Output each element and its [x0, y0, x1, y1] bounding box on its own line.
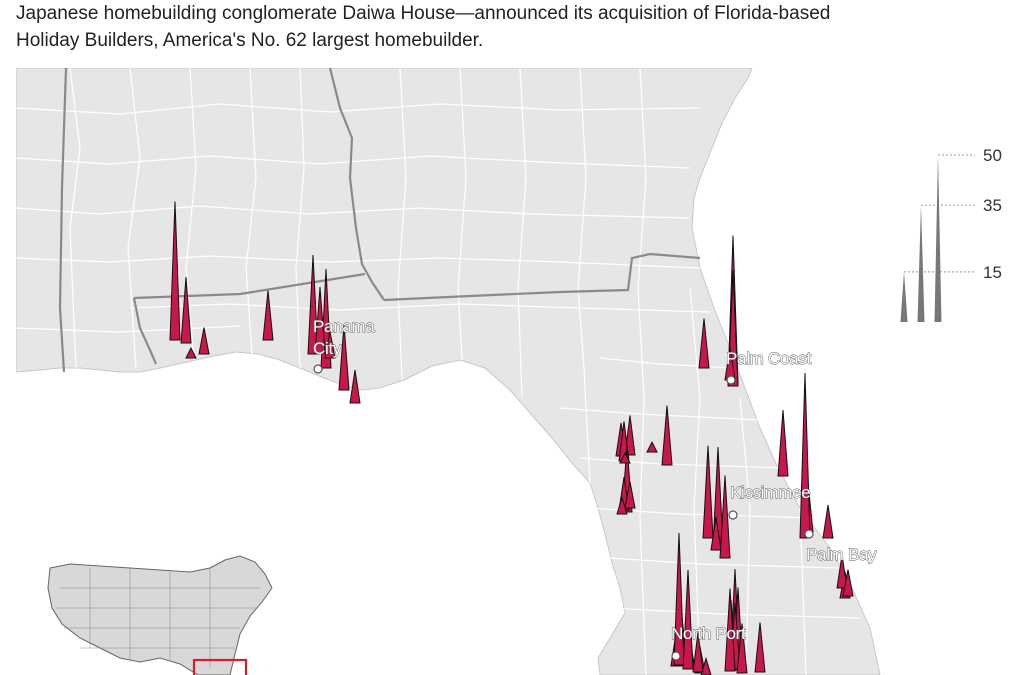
city-palm-bay: Palm Bay — [804, 529, 878, 564]
city-marker — [671, 651, 681, 661]
legend-label: 15 — [983, 263, 1002, 282]
state-borders — [58, 68, 701, 373]
data-spike — [180, 276, 192, 344]
data-spike — [619, 451, 631, 464]
legend-spike — [900, 271, 908, 322]
legend-label: 50 — [983, 146, 1002, 165]
data-spike — [169, 201, 181, 341]
data-spike — [624, 415, 636, 456]
legend-spike — [917, 205, 925, 322]
city-label: Palm Bay — [806, 545, 877, 564]
caption-line-1: Japanese homebuilding conglomerate Daiwa… — [16, 3, 831, 24]
city-label: Palm Coast — [726, 349, 811, 368]
data-spike — [307, 254, 319, 355]
city-palm-coast: Palm Coast — [726, 349, 812, 385]
data-spike — [324, 331, 336, 359]
data-spike — [624, 481, 636, 509]
data-spike — [692, 632, 704, 673]
spike-size-legend: 15 35 50 — [900, 146, 1002, 322]
inset-highlight-box — [192, 658, 248, 675]
data-spike — [710, 516, 722, 551]
data-spike — [702, 445, 714, 539]
city-label: Kissimmee — [730, 483, 810, 502]
city-marker — [804, 529, 814, 539]
caption-line-2: Holiday Builders, America's No. 62 large… — [16, 30, 484, 51]
data-spike — [700, 656, 712, 675]
data-spike — [262, 290, 274, 341]
florida-spike-map: Panama City Palm Coast Kissimmee Palm Ba… — [16, 68, 1002, 675]
data-spike — [777, 409, 789, 477]
data-spike — [799, 372, 811, 539]
usa-inset-map — [47, 555, 273, 675]
data-spike — [719, 475, 731, 559]
legend-label: 35 — [983, 196, 1002, 215]
data-spike — [673, 532, 685, 666]
data-spike — [185, 346, 197, 359]
city-north-port: North Port — [671, 624, 747, 661]
data-spike — [842, 569, 854, 597]
data-spike — [198, 327, 210, 355]
data-spike — [338, 323, 350, 391]
city-marker — [313, 364, 323, 374]
data-spike — [616, 495, 628, 515]
city-marker — [726, 375, 736, 385]
data-spike — [836, 554, 848, 589]
city-marker — [728, 510, 738, 520]
data-spike — [736, 623, 748, 674]
data-spike — [754, 622, 766, 673]
city-label: North Port — [671, 624, 746, 643]
data-spike — [646, 440, 658, 453]
spike-layer — [169, 201, 854, 675]
data-spike — [682, 569, 694, 670]
city-label: Panama — [313, 317, 375, 336]
data-spike — [822, 504, 834, 539]
data-spike — [724, 588, 736, 672]
data-spike — [698, 318, 710, 369]
data-spike — [349, 369, 361, 404]
data-spike — [314, 286, 326, 354]
legend-spike — [934, 155, 942, 322]
city-kissimmee: Kissimmee — [728, 483, 811, 520]
data-spike — [661, 405, 673, 466]
map-caption: Japanese homebuilding conglomerate Daiwa… — [16, 0, 1016, 54]
city-panama-city: Panama City — [313, 317, 376, 374]
city-label-line2: City — [313, 339, 342, 358]
